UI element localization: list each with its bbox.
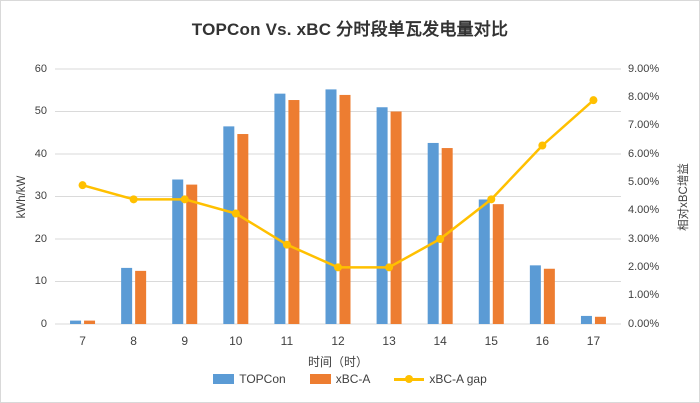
- gap-marker-14: [436, 235, 445, 243]
- x-axis-title: 时间（时）: [307, 355, 368, 369]
- legend-label: xBC-A: [335, 372, 371, 386]
- y-tick-left: 50: [34, 105, 47, 117]
- bar-topcon-12: [325, 89, 337, 325]
- legend-item-xbc-a-gap: xBC-A gap: [394, 372, 487, 386]
- gap-line: [81, 98, 595, 269]
- gap-marker-12: [334, 263, 342, 272]
- x-tick: 14: [433, 334, 447, 348]
- gap-marker-16: [538, 141, 547, 150]
- y-tick-right: 0.00%: [628, 317, 660, 330]
- bar-xbc-a-10: [237, 134, 249, 324]
- bar-topcon-11: [274, 93, 286, 325]
- x-tick: 15: [484, 334, 498, 348]
- x-tick: 13: [382, 334, 396, 348]
- bar-xbc-a-8: [135, 270, 147, 324]
- left-axis-title: kWh/kW: [16, 175, 28, 219]
- legend: TOPCon xBC-A xBC-A gap: [1, 372, 699, 386]
- bar-topcon-9: [172, 179, 184, 324]
- bar-xbc-a-14: [441, 148, 453, 324]
- y-tick-right: 2.00%: [628, 260, 660, 273]
- gap-marker-7: [78, 181, 87, 190]
- bar-xbc-a-11: [288, 100, 300, 325]
- x-tick: 7: [79, 334, 86, 348]
- bar-topcon-13: [376, 107, 388, 324]
- x-tick: 9: [181, 334, 189, 348]
- gap-marker-9: [180, 195, 189, 204]
- x-tick: 11: [280, 334, 294, 348]
- bar-topcon-7: [70, 320, 82, 324]
- bar-xbc-a-17: [594, 316, 606, 324]
- gap-marker-11: [282, 240, 291, 249]
- y-tick-left: 10: [34, 275, 47, 287]
- y-tick-right: 8.00%: [628, 90, 660, 103]
- x-tick: 12: [331, 334, 345, 348]
- y-tick-right: 1.00%: [628, 289, 660, 302]
- x-tick: 16: [535, 334, 550, 348]
- legend-label: xBC-A gap: [429, 372, 487, 386]
- y-tick-right: 9.00%: [628, 62, 660, 75]
- bar-topcon-10: [223, 126, 235, 324]
- y-tick-right: 3.00%: [628, 232, 660, 245]
- y-tick-left: 60: [34, 62, 47, 75]
- gap-marker-13: [385, 263, 394, 272]
- bar-topcon-15: [478, 199, 490, 324]
- gap-marker-10: [231, 209, 240, 218]
- y-tick-left: 0: [40, 317, 47, 330]
- x-tick: 17: [586, 334, 601, 348]
- gap-marker-17: [589, 96, 598, 105]
- legend-swatch-icon: [213, 374, 235, 384]
- bar-topcon-16: [529, 265, 541, 324]
- bar-xbc-a-16: [543, 268, 555, 324]
- y-tick-right: 7.00%: [628, 119, 660, 132]
- bar-topcon-17: [580, 315, 592, 324]
- x-tick: 10: [229, 334, 243, 348]
- legend-swatch-icon: [309, 374, 331, 384]
- x-tick: 8: [130, 334, 137, 348]
- y-tick-right: 5.00%: [628, 175, 660, 188]
- bar-xbc-a-13: [390, 111, 402, 324]
- legend-line-marker-icon: [394, 374, 425, 384]
- bar-xbc-a-12: [339, 94, 351, 324]
- y-tick-left: 40: [34, 147, 47, 160]
- gap-marker-8: [129, 195, 138, 204]
- chart-title: TOPCon Vs. xBC 分时段单瓦发电量对比: [191, 20, 509, 39]
- y-tick-right: 4.00%: [628, 204, 660, 217]
- y-tick-left: 30: [34, 190, 47, 202]
- legend-item-topcon: TOPCon: [213, 372, 286, 386]
- right-axis-title: 相对xBC增益: [678, 163, 690, 231]
- bar-xbc-a-9: [186, 184, 198, 324]
- bar-topcon-8: [121, 267, 133, 324]
- y-tick-left: 20: [34, 232, 47, 245]
- bar-topcon-14: [427, 142, 439, 324]
- bar-xbc-a-15: [492, 204, 504, 324]
- y-tick-right: 6.00%: [628, 147, 660, 160]
- legend-item-xbc-a: xBC-A: [309, 372, 371, 386]
- legend-label: TOPCon: [239, 372, 286, 386]
- gap-marker-15: [487, 195, 496, 204]
- bar-xbc-a-7: [84, 320, 96, 324]
